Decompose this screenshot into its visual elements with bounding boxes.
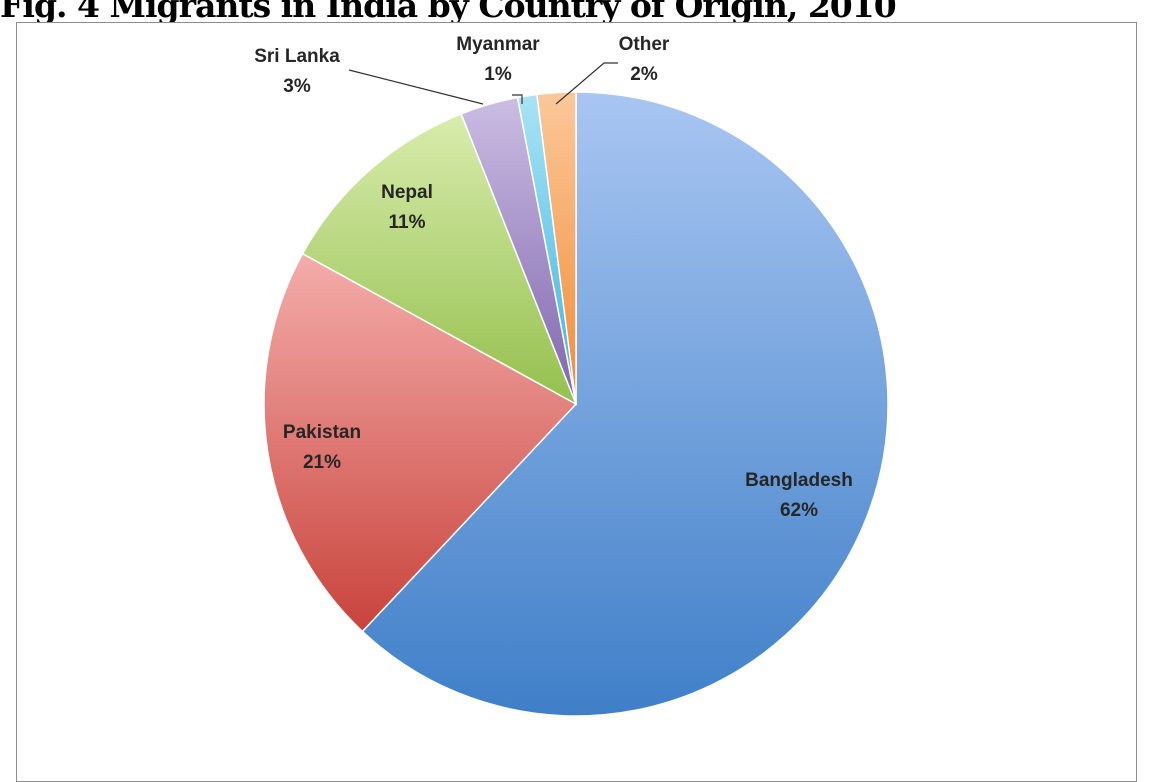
leader-line-other — [555, 62, 618, 105]
leader-line-sri-lanka — [348, 69, 484, 105]
data-label-nepal: Nepal 11% — [381, 182, 433, 233]
data-label-bangladesh: Bangladesh 62% — [745, 470, 853, 521]
pie-slice-pakistan — [263, 252, 578, 633]
leader-line-myanmar — [512, 94, 523, 104]
data-label-sri-lanka: Sri Lanka 3% — [254, 46, 340, 97]
data-label-pakistan: Pakistan 21% — [283, 422, 361, 473]
chart-title: Fig. 4 Migrants in India by Country of O… — [0, 0, 897, 25]
pie-slice-nepal — [301, 112, 578, 406]
pie-slice-bangladesh — [361, 91, 889, 717]
pie-slice-other — [536, 91, 577, 405]
data-label-myanmar: Myanmar 1% — [456, 34, 540, 85]
data-label-other: Other 2% — [619, 34, 670, 85]
